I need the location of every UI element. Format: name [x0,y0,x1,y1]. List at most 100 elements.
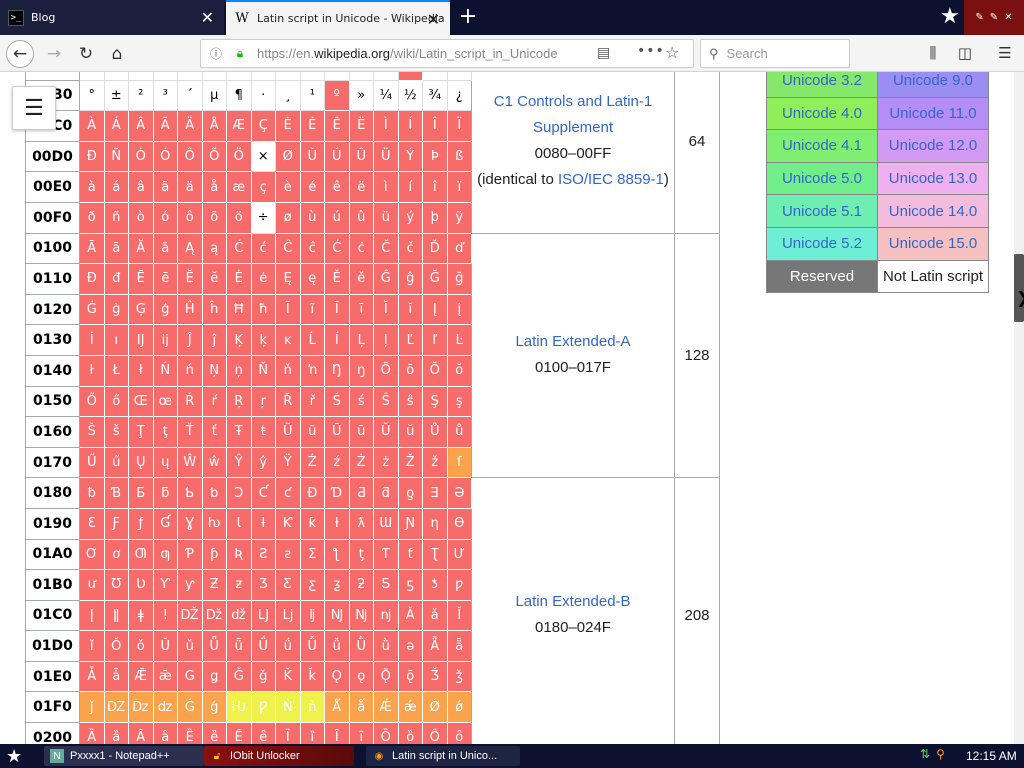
character-cell[interactable]: å [201,171,227,203]
character-cell[interactable]: ĺ [324,324,350,356]
character-cell[interactable]: ī [348,293,374,326]
character-cell[interactable]: į [446,293,472,326]
character-cell[interactable]: Ô [177,140,203,173]
character-cell[interactable]: Ĉ [275,232,301,265]
character-cell[interactable]: ǡ [103,660,129,693]
character-cell[interactable]: ǎ [422,599,448,632]
character-cell[interactable]: œ [152,385,178,418]
character-cell[interactable]: ǰ [79,691,105,724]
character-cell[interactable]: ş [446,385,472,418]
character-cell[interactable]: Ǧ [226,660,252,693]
character-cell[interactable]: ő [103,385,129,418]
character-cell[interactable]: ĸ [275,324,301,356]
character-cell[interactable]: Ǖ [201,630,227,662]
character-cell[interactable]: ǂ [128,599,154,632]
character-cell[interactable]: à [79,171,105,203]
character-cell[interactable]: ź [324,446,350,479]
character-cell[interactable]: Ğ [422,263,448,295]
character-cell[interactable]: Ē [128,263,154,295]
character-cell[interactable]: Ï [446,110,472,142]
character-cell[interactable]: Ǐ [446,599,472,632]
library-icon[interactable]: ⫼ [929,44,937,62]
character-cell[interactable]: Ǻ [324,691,350,724]
character-cell[interactable]: Ê [324,110,350,142]
forward-button[interactable]: → [46,44,62,64]
legend-entry[interactable]: Reserved [766,259,878,294]
character-cell[interactable]: ž [422,446,448,479]
character-cell[interactable]: ǲ [128,691,154,724]
character-cell[interactable]: Ȃ [128,722,154,744]
character-cell[interactable]: Ť [177,416,203,448]
character-cell[interactable]: ƌ [373,477,399,509]
character-cell[interactable]: ē [152,263,178,295]
character-cell[interactable]: · [250,79,276,112]
character-cell[interactable]: ȋ [348,722,374,744]
character-cell[interactable]: ď [446,232,472,265]
character-cell[interactable]: ł [128,354,154,387]
character-cell[interactable]: ê [324,171,350,203]
legend-entry[interactable]: Unicode 11.0 [877,96,989,131]
block-name-link[interactable]: Supplement [532,119,614,137]
character-cell[interactable]: Ǚ [299,630,325,662]
character-cell[interactable]: ¼ [373,79,399,112]
info-icon[interactable]: ⓘ [209,47,222,61]
character-cell[interactable]: ȃ [152,722,178,744]
character-cell[interactable]: ƥ [201,538,227,571]
character-cell[interactable]: ü [373,201,399,234]
character-cell[interactable]: ƨ [275,538,301,571]
character-cell[interactable]: À [79,110,105,142]
character-cell[interactable]: æ [226,171,252,203]
character-cell[interactable]: ǆ [226,599,252,632]
character-cell[interactable]: ĕ [201,263,227,295]
character-cell[interactable]: ¤ [177,72,203,81]
character-cell[interactable]: ŋ [348,354,374,387]
character-cell[interactable]: á [103,171,129,203]
character-cell[interactable]: ƶ [226,569,252,601]
scrollbar[interactable] [1014,72,1024,744]
character-cell[interactable]: ċ [348,232,374,265]
character-cell[interactable]: Ĝ [373,263,399,295]
character-cell[interactable]: Ɠ [152,507,178,540]
character-cell[interactable]: Ł [103,354,129,387]
legend-entry[interactable]: Unicode 5.2 [766,226,878,261]
character-cell[interactable]: Ɨ [250,507,276,540]
character-cell[interactable]: ǖ [226,630,252,662]
network-icon[interactable]: ⇅ [920,747,931,761]
character-cell[interactable]: Ɩ [226,507,252,540]
character-cell[interactable]: Æ [226,110,252,142]
character-cell[interactable]: Ǉ [250,599,276,632]
character-cell[interactable]: ģ [152,293,178,326]
legend-entry[interactable]: Unicode 5.0 [766,161,878,196]
page-actions-icon[interactable]: ••• [637,43,665,59]
character-cell[interactable]: ȁ [103,722,129,744]
character-cell[interactable]: Ù [299,140,325,173]
character-cell[interactable]: ƫ [348,538,374,571]
character-cell[interactable]: ǘ [275,630,301,662]
character-cell[interactable]: ū [348,416,374,448]
character-cell[interactable] [79,72,105,81]
character-cell[interactable]: Õ [201,140,227,173]
character-cell[interactable]: Ű [79,446,105,479]
character-cell[interactable]: É [299,110,325,142]
character-cell[interactable]: Ɵ [446,507,472,540]
character-cell[interactable]: Ĵ [177,324,203,356]
character-cell[interactable]: Ń [152,354,178,387]
character-cell[interactable] [397,72,423,81]
character-cell[interactable]: ż [373,446,399,479]
character-cell[interactable]: Ǳ [103,691,129,724]
character-cell[interactable]: Ħ [226,293,252,326]
character-cell[interactable]: ƕ [201,507,227,540]
character-cell[interactable]: ĥ [201,293,227,326]
character-cell[interactable]: Ʊ [103,569,129,601]
character-cell[interactable]: Ů [422,416,448,448]
character-cell[interactable]: ƾ [422,569,448,601]
character-cell[interactable]: Ǩ [275,660,301,693]
block-name-link[interactable]: C1 Controls and Latin-1 [493,93,653,111]
character-cell[interactable]: ƽ [397,569,423,601]
character-cell[interactable]: Ǫ [324,660,350,693]
character-cell[interactable]: Ÿ [275,446,301,479]
character-cell[interactable]: ę [299,263,325,295]
character-cell[interactable]: Ŀ [446,324,472,356]
character-cell[interactable]: Ɛ [79,507,105,540]
character-cell[interactable]: ǐ [79,630,105,662]
